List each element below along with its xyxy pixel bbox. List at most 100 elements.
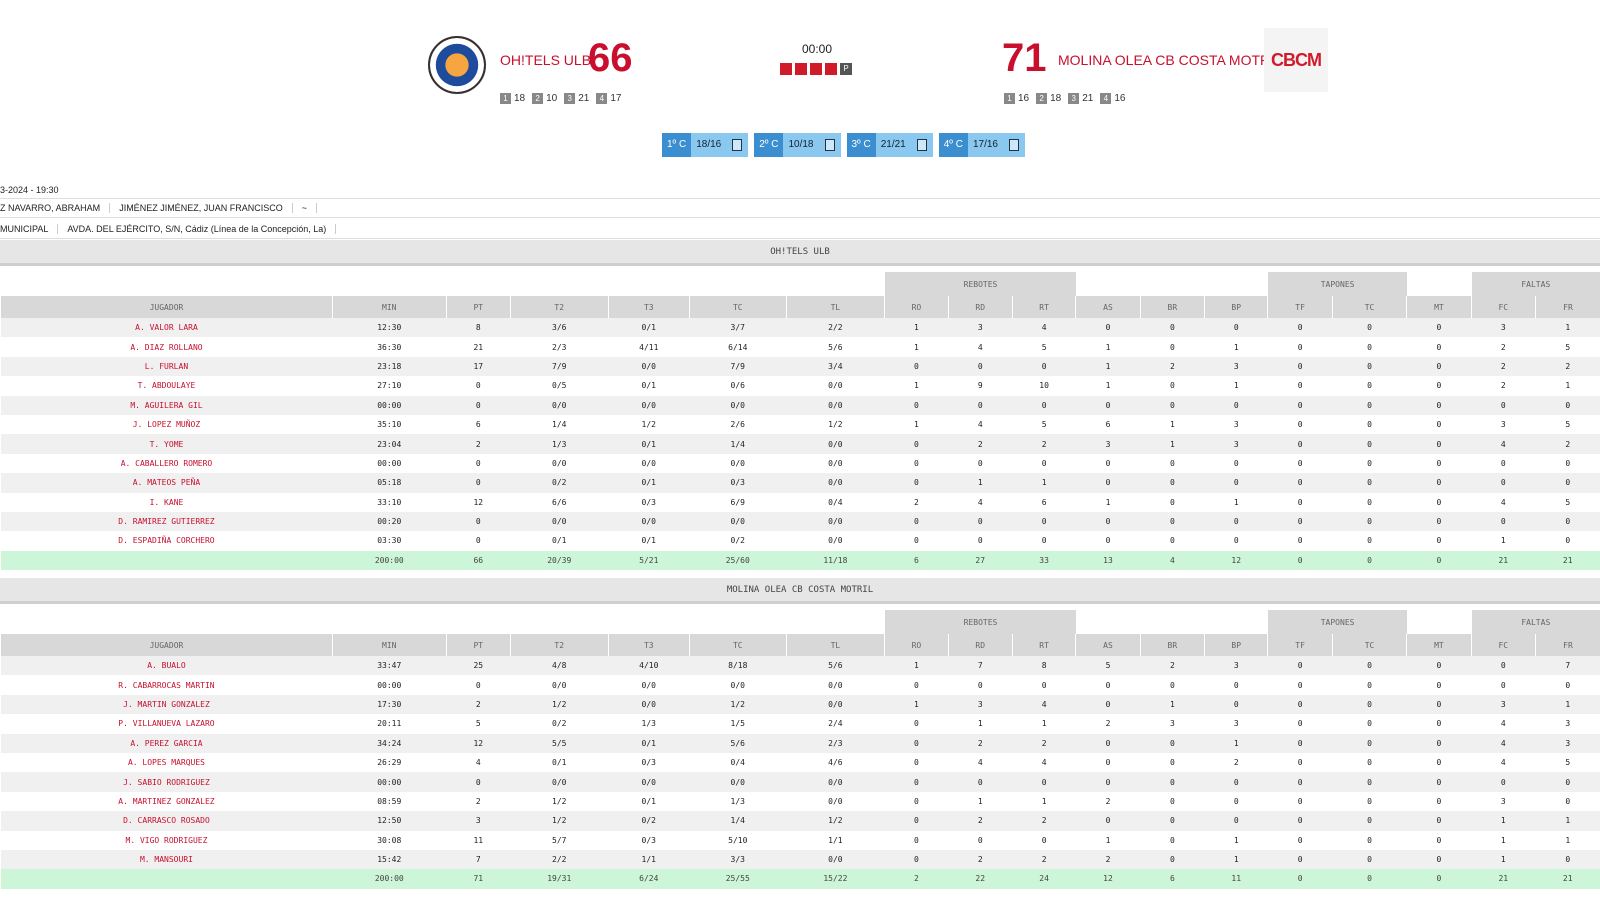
player-name-link[interactable]: L. FURLAN xyxy=(0,356,333,377)
column-header[interactable]: JUGADOR xyxy=(0,296,333,318)
stat-cell: 26:29 xyxy=(332,752,447,773)
column-header[interactable]: MIN xyxy=(331,634,447,656)
player-name-link[interactable]: T. YOME xyxy=(0,434,333,454)
column-header[interactable]: BR xyxy=(1139,296,1205,318)
stat-cell: 2 xyxy=(1535,434,1600,454)
column-header[interactable]: TF xyxy=(1267,634,1333,656)
stat-cell: 00:00 xyxy=(332,395,447,415)
player-name-link[interactable]: D. CARRASCO ROSADO xyxy=(0,811,333,831)
referee-name: ~ xyxy=(293,203,317,213)
column-header[interactable]: PT xyxy=(445,634,511,656)
total-cell: 6 xyxy=(1140,869,1205,889)
quarter-tab[interactable]: 2º C 10/18 xyxy=(754,133,841,157)
stat-cell: 4 xyxy=(948,414,1013,435)
player-name-link[interactable]: A. MATEOS PEÑA xyxy=(0,473,333,493)
column-header[interactable]: RT xyxy=(1011,296,1076,318)
column-header[interactable]: T3 xyxy=(607,296,690,318)
away-quarter-scores: 1 16 2 18 3 21 4 16 xyxy=(1004,93,1130,104)
column-header[interactable]: RD xyxy=(947,296,1013,318)
stat-cell: 00:00 xyxy=(332,453,447,474)
stat-cell: 23:18 xyxy=(332,356,447,377)
stat-cell: 6/14 xyxy=(689,337,787,357)
home-team-name[interactable]: OH!TELS ULB xyxy=(500,52,592,68)
report-icon[interactable] xyxy=(910,133,933,157)
column-header[interactable]: FC xyxy=(1470,634,1536,656)
quarter-tab[interactable]: 3º C 21/21 xyxy=(846,133,933,157)
player-name-link[interactable]: J. SABIO RODRIGUEZ xyxy=(0,772,333,792)
player-name-link[interactable]: A. DIAZ ROLLANO xyxy=(0,337,333,357)
column-header[interactable]: T2 xyxy=(509,296,609,318)
column-header[interactable]: JUGADOR xyxy=(0,634,333,656)
player-name-link[interactable]: A. VALOR LARA xyxy=(0,318,333,338)
stat-cell: 0/0 xyxy=(608,511,690,532)
stat-cell: 0 xyxy=(884,752,949,773)
report-icon[interactable] xyxy=(1003,133,1025,157)
column-header[interactable]: T2 xyxy=(509,634,609,656)
player-name-link[interactable]: A. LOPES MARQUES xyxy=(0,752,333,773)
away-team-name[interactable]: MOLINA OLEA CB COSTA MOTRIL xyxy=(1058,52,1282,68)
stat-cell: 4 xyxy=(1471,733,1536,753)
quarter-tab-label: 1º C xyxy=(662,133,692,157)
column-header[interactable]: TL xyxy=(785,634,885,656)
stat-cell: 0/0 xyxy=(689,772,787,792)
stat-cell: 2 xyxy=(446,791,511,812)
quarter-tab[interactable]: 4º C 17/16 xyxy=(938,133,1025,157)
stat-cell: 0/1 xyxy=(608,733,690,753)
column-header[interactable]: BP xyxy=(1204,634,1268,656)
column-header[interactable]: TC xyxy=(689,296,787,318)
player-name-link[interactable]: A. MARTINEZ GONZALEZ xyxy=(0,791,333,812)
report-icon[interactable] xyxy=(818,133,841,157)
player-name-link[interactable]: I. KANE xyxy=(0,492,333,512)
column-header[interactable]: AS xyxy=(1075,634,1141,656)
report-icon[interactable] xyxy=(726,133,749,157)
column-header[interactable]: AS xyxy=(1075,296,1141,318)
stat-cell: 0 xyxy=(1140,752,1205,773)
column-header[interactable]: FC xyxy=(1470,296,1536,318)
column-header[interactable]: TC xyxy=(689,634,787,656)
player-name-link[interactable]: R. CABARROCAS MARTIN xyxy=(0,675,333,695)
column-header[interactable]: PT xyxy=(445,296,511,318)
stat-cell: 0 xyxy=(1075,675,1141,695)
player-name-link[interactable]: D. RAMIREZ GUTIERREZ xyxy=(0,511,333,532)
player-name-link[interactable]: A. BUALO xyxy=(0,656,333,676)
stat-cell: 0 xyxy=(1332,492,1407,512)
column-header[interactable]: FR xyxy=(1535,634,1600,656)
player-name-link[interactable]: M. MANSOURI xyxy=(0,849,333,870)
player-name-link[interactable]: M. VIGO RODRIGUEZ xyxy=(0,830,333,850)
column-header[interactable]: FR xyxy=(1535,296,1600,318)
player-name-link[interactable]: A. CABALLERO ROMERO xyxy=(0,453,333,474)
column-header[interactable]: T3 xyxy=(607,634,690,656)
column-header[interactable]: TF xyxy=(1267,296,1333,318)
player-row: T. ABDOULAYE 27:10 0 0/5 0/1 0/6 0/0 1 9 10 1 0 1 0 0 0… xyxy=(0,376,1600,396)
column-header[interactable]: RD xyxy=(947,634,1013,656)
column-header[interactable]: MIN xyxy=(331,296,447,318)
quarter-tab[interactable]: 1º C 18/16 xyxy=(662,133,749,157)
column-header[interactable]: MT xyxy=(1406,634,1472,656)
group-spacer xyxy=(1076,610,1268,634)
player-name-link[interactable]: J. MARTIN GONZALEZ xyxy=(0,694,333,715)
player-name-link[interactable]: P. VILLANUEVA LAZARO xyxy=(0,714,333,734)
stat-cell: 15:42 xyxy=(332,849,447,870)
stat-cell: 0/1 xyxy=(608,318,690,338)
total-cell: 11/18 xyxy=(786,550,885,571)
away-team-boxscore: REBOTES TAPONES FALTAS JUGADOR MIN PT T2 T3 TC TL… xyxy=(0,610,1600,889)
player-name-link[interactable]: D. ESPADIÑA CORCHERO xyxy=(0,531,333,551)
column-header[interactable]: TL xyxy=(785,296,885,318)
column-header[interactable]: BR xyxy=(1139,634,1205,656)
column-header[interactable]: MT xyxy=(1406,296,1472,318)
stat-cell: 3 xyxy=(446,811,511,831)
column-header[interactable]: TC xyxy=(1331,296,1407,318)
player-name-link[interactable]: T. ABDOULAYE xyxy=(0,376,333,396)
column-header[interactable]: TC xyxy=(1331,634,1407,656)
column-header[interactable]: BP xyxy=(1204,296,1268,318)
player-name-link[interactable]: A. PEREZ GARCIA xyxy=(0,733,333,753)
column-header[interactable]: RT xyxy=(1011,634,1076,656)
stat-cell: 0 xyxy=(1204,395,1268,415)
column-header[interactable]: RO xyxy=(884,296,949,318)
stat-cell: 2 xyxy=(948,849,1013,870)
player-name-link[interactable]: J. LOPEZ MUÑOZ xyxy=(0,414,333,435)
column-header[interactable]: RO xyxy=(884,634,949,656)
player-name-link[interactable]: M. AGUILERA GIL xyxy=(0,395,333,415)
stat-cell: 0 xyxy=(884,830,949,850)
stat-cell: 0/0 xyxy=(608,772,690,792)
